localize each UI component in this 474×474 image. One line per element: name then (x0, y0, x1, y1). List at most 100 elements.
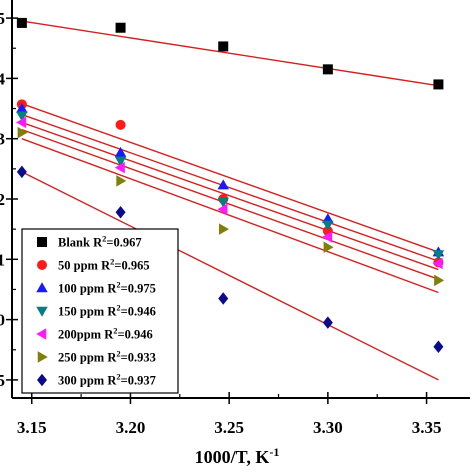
y-tick-label: 0 (0, 311, 5, 330)
legend-series-name: 100 ppm (58, 282, 107, 296)
data-point (115, 22, 126, 33)
x-tick-label: 3.30 (313, 418, 343, 437)
legend-r-label: R (107, 305, 117, 319)
data-point (433, 340, 444, 353)
x-tick-label: 3.15 (17, 418, 47, 437)
data-point (217, 197, 229, 208)
legend-r-label: R (104, 328, 114, 342)
legend-r-superscript: 2 (102, 234, 106, 244)
fit-line (21, 113, 439, 262)
legend-r-superscript: 2 (116, 349, 120, 359)
x-axis-title-text: 1000/T, K (195, 447, 270, 467)
legend-marker (37, 237, 47, 247)
legend-r-superscript: 2 (116, 303, 120, 313)
data-point (322, 231, 333, 243)
legend-series-name: 250 ppm (58, 351, 107, 365)
legend-r-label: R (101, 259, 111, 273)
legend-marker (36, 306, 48, 317)
fit-line (21, 20, 439, 87)
data-point (217, 203, 228, 216)
data-point (322, 64, 333, 75)
legend-series-name: 50 ppm (58, 259, 101, 273)
legend-r-label: R (93, 236, 103, 250)
legend-label: 300 ppm R2=0.937 (58, 372, 156, 388)
data-point (218, 292, 229, 305)
fit-line (21, 103, 439, 253)
data-point (16, 111, 28, 122)
x-axis-title-superscript: -1 (269, 445, 279, 459)
fit-line (21, 138, 439, 294)
y-tick-label: 4 (0, 69, 6, 88)
legend-marker (36, 282, 48, 293)
data-point (218, 223, 229, 235)
data-point (218, 41, 229, 52)
legend-r-label: R (107, 282, 117, 296)
legend-series-name: Blank (58, 236, 93, 250)
legend-r-superscript: 2 (113, 326, 117, 336)
data-point (217, 179, 229, 190)
legend-series-name: 150 ppm (58, 305, 107, 319)
x-tick-label: 3.20 (116, 418, 146, 437)
legend-r2-value: =0.975 (121, 282, 156, 296)
data-point (114, 146, 127, 157)
plot-area (16, 17, 445, 381)
legend-label: 100 ppm R2=0.975 (58, 280, 156, 296)
y-tick-label: 1 (0, 250, 5, 269)
legend-label: 150 ppm R2=0.946 (58, 303, 156, 319)
y-tick-label: 2 (0, 190, 5, 209)
y-tick-label: 5 (0, 9, 5, 28)
legend-series-name: 200ppm (58, 328, 104, 342)
data-point (116, 175, 127, 187)
legend-box (21, 228, 179, 394)
y-tick-label: 5 (0, 371, 5, 390)
legend-r2-value: =0.967 (106, 236, 141, 250)
legend-r2-value: =0.937 (121, 374, 156, 388)
fit-line (21, 128, 439, 280)
data-point (322, 316, 333, 329)
data-point (434, 274, 445, 287)
y-axis: 5 4 3 2 1 0 5 (0, 0, 18, 398)
legend-marker (37, 260, 47, 270)
data-point (322, 213, 334, 224)
data-point (16, 102, 28, 113)
y-tick-label: 3 (0, 130, 5, 149)
legend-label: Blank R2=0.967 (58, 234, 142, 250)
x-axis-title: 1000/T, K-1 (195, 445, 280, 467)
data-point (17, 126, 28, 139)
legend-label: 200ppm R2=0.946 (58, 326, 153, 342)
data-point (432, 257, 443, 270)
fit-line (21, 171, 439, 381)
fit-line (21, 121, 439, 271)
data-point (432, 250, 445, 261)
data-point (322, 220, 334, 231)
legend-series-name: 300 ppm (58, 374, 107, 388)
data-point (114, 161, 125, 174)
data-point (433, 79, 444, 90)
legend-r-label: R (107, 351, 117, 365)
legend-marker (37, 351, 48, 363)
x-tick-label: 3.25 (214, 418, 244, 437)
legend-r2-value: =0.965 (114, 259, 149, 273)
legend-r-superscript: 2 (116, 280, 120, 290)
legend-marker (36, 328, 47, 340)
legend-r2-value: =0.946 (121, 305, 156, 319)
data-point (16, 17, 27, 28)
legend-r-superscript: 2 (116, 372, 120, 382)
legend-marker (37, 373, 47, 387)
data-point (16, 116, 27, 129)
data-point (114, 156, 127, 167)
x-tick-label: 3.35 (412, 418, 442, 437)
data-point (115, 206, 126, 219)
legend-label: 250 ppm R2=0.933 (58, 349, 156, 365)
legend-r2-value: =0.933 (121, 351, 156, 365)
data-point (16, 165, 27, 179)
data-point (115, 119, 126, 130)
x-axis: 3.15 3.20 3.25 3.30 3.35 (12, 392, 470, 437)
legend-r-superscript: 2 (110, 257, 114, 267)
legend-r2-value: =0.946 (117, 328, 152, 342)
legend-r-label: R (107, 374, 117, 388)
legend-label: 50 ppm R2=0.965 (58, 257, 150, 273)
data-point (323, 241, 334, 253)
